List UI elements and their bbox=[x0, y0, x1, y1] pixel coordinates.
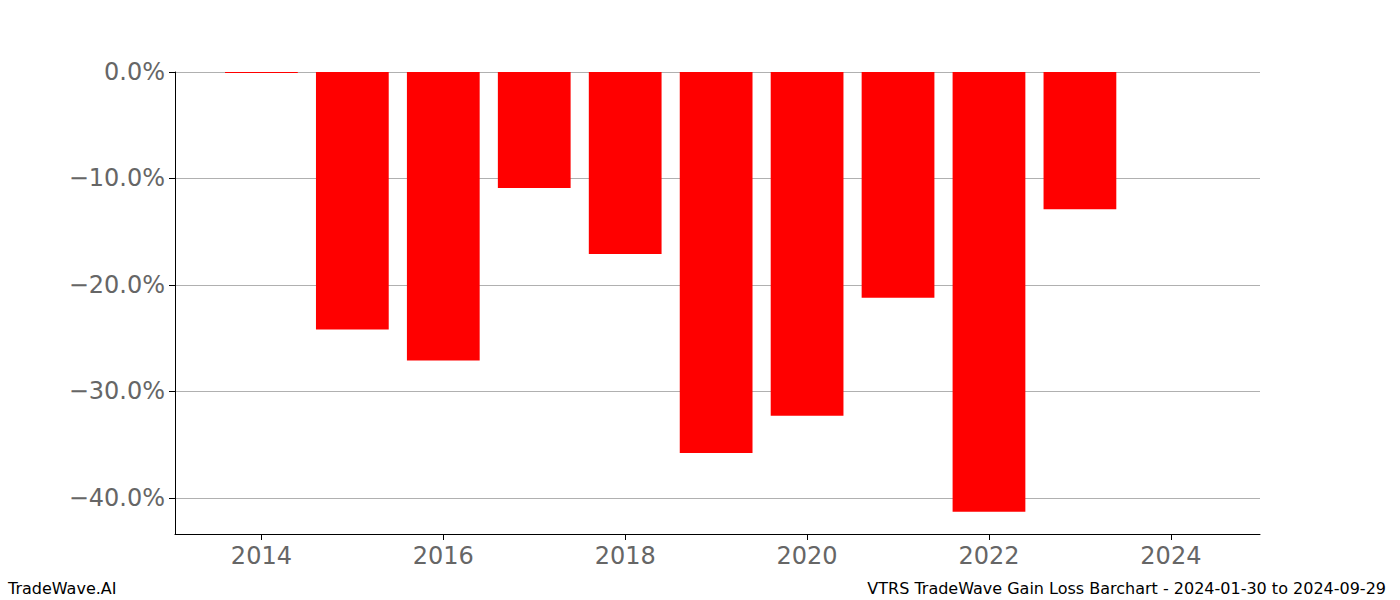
svg-text:−30.0%: −30.0% bbox=[69, 377, 165, 405]
svg-text:2016: 2016 bbox=[413, 542, 474, 570]
svg-text:−40.0%: −40.0% bbox=[69, 484, 165, 512]
svg-text:2014: 2014 bbox=[231, 542, 292, 570]
svg-text:2024: 2024 bbox=[1140, 542, 1201, 570]
svg-text:VTRS TradeWave Gain Loss Barch: VTRS TradeWave Gain Loss Barchart - 2024… bbox=[867, 579, 1386, 598]
svg-text:2022: 2022 bbox=[958, 542, 1019, 570]
svg-text:2018: 2018 bbox=[595, 542, 656, 570]
svg-text:−20.0%: −20.0% bbox=[69, 271, 165, 299]
svg-text:2020: 2020 bbox=[777, 542, 838, 570]
svg-text:0.0%: 0.0% bbox=[104, 58, 165, 86]
svg-text:−10.0%: −10.0% bbox=[69, 164, 165, 192]
svg-text:TradeWave.AI: TradeWave.AI bbox=[7, 579, 116, 598]
